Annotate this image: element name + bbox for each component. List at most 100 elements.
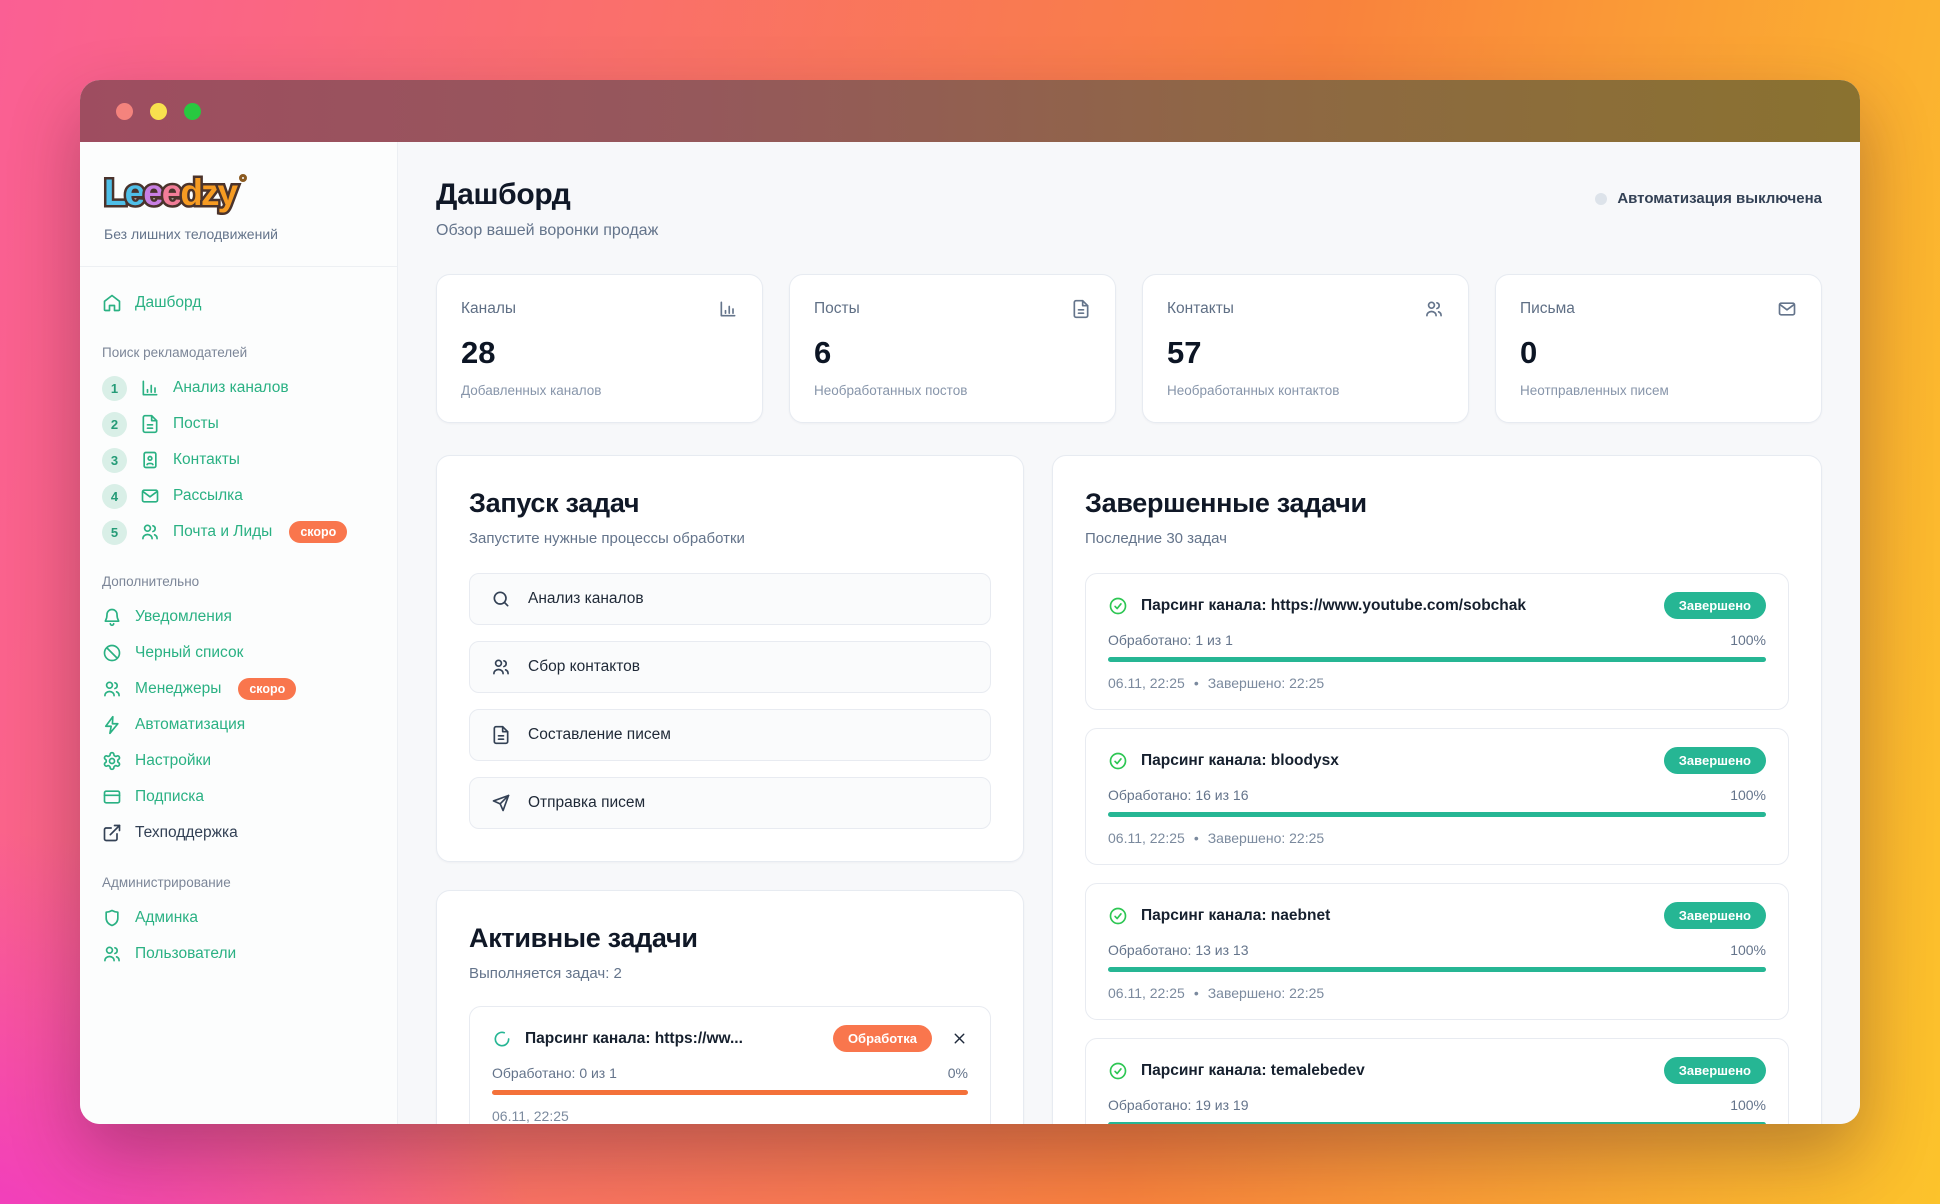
task-start-time: 06.11, 22:25	[1108, 675, 1185, 691]
page-subtitle: Обзор вашей воронки продаж	[436, 222, 659, 239]
task-start-time: 06.11, 22:25	[492, 1108, 569, 1124]
completed-task-item: Парсинг канала: temalebedev Завершено Об…	[1085, 1038, 1789, 1124]
task-percent: 100%	[1730, 787, 1766, 803]
launch-channel-analysis-button[interactable]: Анализ каналов	[469, 573, 991, 625]
zoom-window-button[interactable]	[184, 102, 201, 120]
task-start-time: 06.11, 22:25	[1108, 830, 1185, 846]
logo-letter: d	[178, 170, 205, 216]
stat-value: 0	[1520, 335, 1538, 370]
spinner-icon	[494, 1031, 510, 1047]
launch-tasks-subtitle: Запустите нужные процессы обработки	[469, 530, 745, 547]
send-letters-button[interactable]: Отправка писем	[469, 777, 991, 829]
task-processed: Обработано: 1 из 1	[1108, 632, 1233, 648]
collect-contacts-button[interactable]: Сбор контактов	[469, 641, 991, 693]
main-content: Дашборд Обзор вашей воронки продаж Автом…	[398, 142, 1860, 1124]
completed-badge: Завершено	[1663, 747, 1766, 774]
completed-badge: Завершено	[1663, 902, 1766, 929]
launch-tasks-title: Запуск задач	[469, 488, 640, 518]
launch-button-label: Отправка писем	[528, 794, 646, 811]
sidebar-item-dashboard[interactable]: Дашборд	[102, 285, 375, 321]
sidebar-item-channel-analysis[interactable]: 1 Анализ каналов	[102, 370, 375, 406]
progress-bar	[1108, 812, 1766, 817]
task-title: Парсинг канала: https://www.youtube.com/…	[1141, 596, 1526, 614]
logo-letter: z	[199, 170, 222, 216]
shield-icon	[105, 909, 119, 927]
logo-tagline: Без лишних телодвижений	[104, 226, 278, 242]
soon-badge: скоро	[238, 678, 297, 700]
launch-button-label: Сбор контактов	[528, 658, 641, 675]
lightning-icon	[104, 715, 119, 735]
sidebar-item-label: Автоматизация	[135, 716, 246, 733]
progress-bar	[492, 1090, 968, 1095]
sidebar-item-mail-and-leads[interactable]: 5 Почта и Лиды скоро	[102, 514, 375, 550]
sidebar-item-label: Рассылка	[173, 487, 243, 504]
close-window-button[interactable]	[116, 102, 133, 120]
stat-card-posts: Посты 6 Необработанных постов	[789, 274, 1116, 423]
sidebar-item-label: Почта и Лиды	[173, 523, 273, 540]
sidebar-item-contacts[interactable]: 3 Контакты	[102, 442, 375, 478]
sidebar-item-managers[interactable]: Менеджеры скоро	[102, 671, 375, 707]
sidebar-item-admin[interactable]: Админка	[102, 900, 375, 936]
sidebar-item-notifications[interactable]: Уведомления	[102, 599, 375, 635]
sidebar-item-settings[interactable]: Настройки	[102, 743, 375, 779]
minimize-window-button[interactable]	[150, 102, 167, 120]
mail-icon	[1778, 302, 1796, 316]
logo-letter: L	[102, 170, 129, 216]
stat-card-contacts: Контакты 57 Необработанных контактов	[1142, 274, 1469, 423]
cancel-task-icon[interactable]	[951, 1030, 968, 1047]
task-percent: 0%	[947, 1065, 968, 1081]
sidebar-item-label: Подписка	[135, 788, 205, 805]
page-title: Дашборд	[436, 178, 571, 211]
bar-chart-icon	[720, 301, 736, 317]
compose-letters-button[interactable]: Составление писем	[469, 709, 991, 761]
step-number-badge: 2	[102, 411, 127, 437]
logo-letter: e	[141, 170, 166, 216]
sidebar-item-support[interactable]: Техподдержка	[102, 815, 375, 851]
launch-button-label: Анализ каналов	[528, 590, 644, 607]
sidebar-item-posts[interactable]: 2 Посты	[102, 406, 375, 442]
sidebar-section-label: Поиск рекламодателей	[102, 345, 248, 360]
task-percent: 100%	[1730, 1097, 1766, 1113]
completed-badge: Завершено	[1663, 1057, 1766, 1084]
sidebar-item-blacklist[interactable]: Черный список	[102, 635, 375, 671]
search-icon	[493, 591, 509, 607]
stat-caption: Необработанных контактов	[1167, 383, 1340, 398]
logo-letter: e	[122, 170, 147, 216]
progress-bar	[1108, 1122, 1766, 1124]
dot-separator: •	[1193, 675, 1199, 691]
soon-badge: скоро	[289, 521, 348, 543]
completed-tasks-list: Парсинг канала: https://www.youtube.com/…	[1085, 573, 1789, 1124]
automation-status: Автоматизация выключена	[1595, 190, 1822, 207]
sidebar-item-users[interactable]: Пользователи	[102, 936, 375, 972]
sidebar-nav: Дашборд Поиск рекламодателей 1 Анализ ка…	[80, 267, 397, 990]
sidebar-item-subscription[interactable]: Подписка	[102, 779, 375, 815]
stat-value: 57	[1167, 335, 1202, 370]
task-processed: Обработано: 0 из 1	[492, 1065, 617, 1081]
check-circle-icon	[1109, 752, 1127, 769]
home-icon	[103, 294, 121, 312]
task-finish-time: Завершено: 22:25	[1207, 830, 1325, 846]
stats-grid: Каналы 28 Добавленных каналов Посты 6 Не…	[436, 274, 1822, 423]
step-number-badge: 3	[102, 447, 127, 473]
active-tasks-subtitle: Выполняется задач: 2	[469, 965, 622, 982]
active-tasks-title: Активные задачи	[469, 923, 698, 953]
gear-icon	[103, 751, 121, 771]
contact-card-icon	[143, 451, 157, 469]
dot-separator: •	[1193, 830, 1199, 846]
task-title: Парсинг канала: temalebedev	[1141, 1061, 1365, 1079]
task-percent: 100%	[1730, 632, 1766, 648]
task-processed: Обработано: 13 из 13	[1108, 942, 1249, 958]
users-icon	[104, 946, 120, 962]
task-title: Парсинг канала: bloodysx	[1141, 751, 1339, 769]
sidebar-item-label: Дашборд	[135, 294, 202, 311]
stat-value: 28	[461, 335, 496, 370]
sidebar-item-mailing[interactable]: 4 Рассылка	[102, 478, 375, 514]
check-circle-icon	[1109, 1062, 1127, 1079]
step-number-badge: 1	[102, 375, 127, 401]
active-task-item: Парсинг канала: https://ww... Обработка …	[469, 1006, 991, 1124]
sidebar-item-automation[interactable]: Автоматизация	[102, 707, 375, 743]
